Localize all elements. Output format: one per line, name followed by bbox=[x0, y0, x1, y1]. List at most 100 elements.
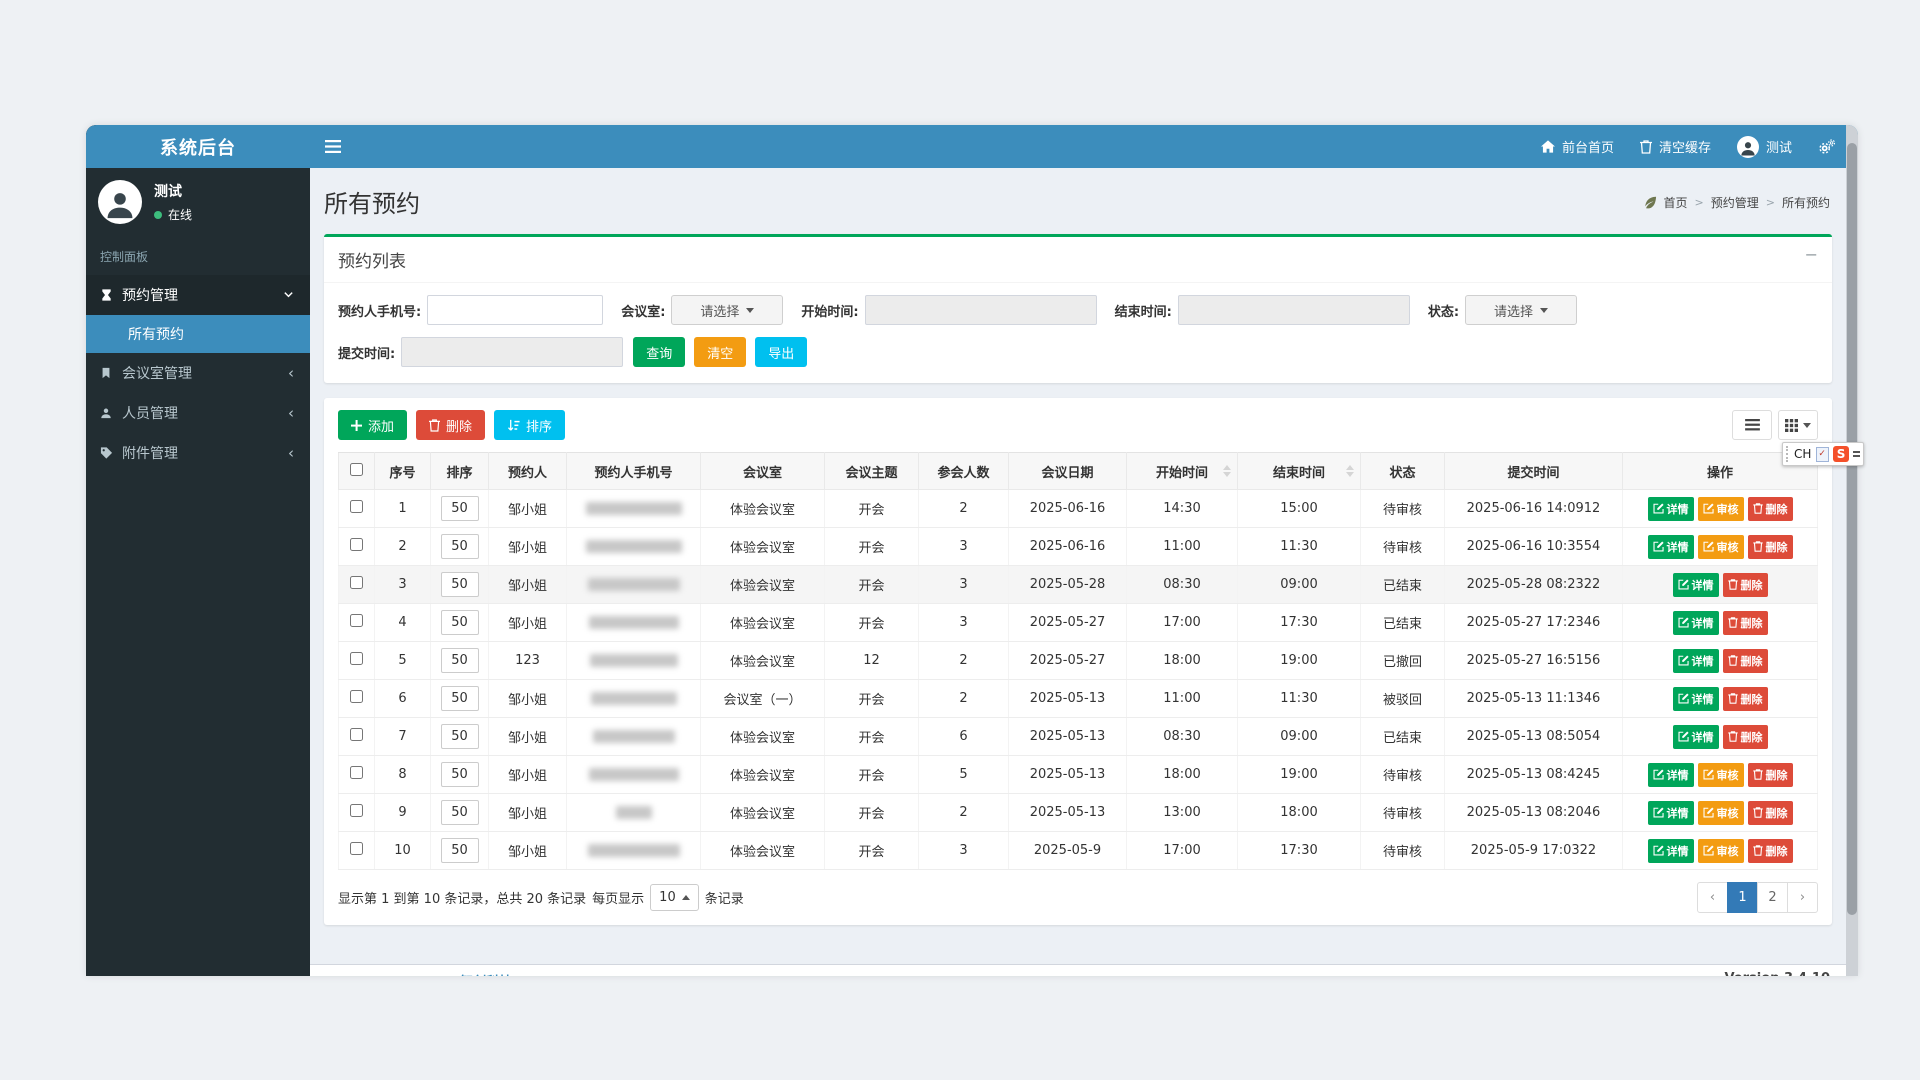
remove-action-button[interactable]: 删除 bbox=[1722, 572, 1768, 597]
sidebar-item-staff-mgmt[interactable]: 人员管理 ‹ bbox=[86, 393, 310, 433]
sidebar-item-room-mgmt[interactable]: 会议室管理 ‹ bbox=[86, 353, 310, 393]
sort-value-input[interactable]: 50 bbox=[440, 762, 479, 787]
scrollbar-thumb[interactable] bbox=[1847, 143, 1857, 915]
remove-action-button[interactable]: 删除 bbox=[1722, 610, 1768, 635]
sort-value-input[interactable]: 50 bbox=[440, 572, 479, 597]
nav-clear-cache[interactable]: 清空缓存 bbox=[1639, 137, 1711, 156]
sort-value-input[interactable]: 50 bbox=[440, 838, 479, 863]
select-all-checkbox[interactable] bbox=[350, 462, 363, 476]
ime-grip-handle[interactable] bbox=[1786, 446, 1790, 462]
status-filter-select[interactable]: 请选择 bbox=[1465, 295, 1578, 325]
row-select-cell[interactable] bbox=[338, 565, 375, 604]
list-view-button[interactable] bbox=[1732, 410, 1772, 440]
row-checkbox[interactable] bbox=[350, 766, 363, 779]
page-button[interactable]: 1 bbox=[1727, 882, 1758, 913]
row-checkbox[interactable] bbox=[350, 576, 363, 589]
sort-value-input[interactable]: 50 bbox=[440, 724, 479, 749]
sidebar-item-reservation-mgmt[interactable]: 预约管理 bbox=[86, 275, 310, 315]
audit-action-button[interactable]: 审核 bbox=[1697, 838, 1744, 863]
remove-action-button[interactable]: 删除 bbox=[1747, 800, 1793, 825]
sort-value-input[interactable]: 50 bbox=[440, 496, 479, 521]
delete-button[interactable]: 删除 bbox=[416, 410, 486, 440]
row-checkbox[interactable] bbox=[350, 804, 363, 817]
breadcrumb-parent[interactable]: 预约管理 bbox=[1710, 196, 1759, 210]
sort-value-input[interactable]: 50 bbox=[440, 610, 479, 635]
detail-action-button[interactable]: 详情 bbox=[1672, 610, 1719, 635]
next-page-button[interactable]: › bbox=[1787, 882, 1818, 913]
end-time-filter-input[interactable] bbox=[1177, 295, 1410, 325]
detail-action-button[interactable]: 详情 bbox=[1647, 534, 1694, 559]
nav-front-home[interactable]: 前台首页 bbox=[1540, 137, 1614, 156]
column-header[interactable]: 开始时间 bbox=[1126, 452, 1238, 490]
phone-filter-input[interactable] bbox=[427, 295, 604, 325]
remove-action-button[interactable]: 删除 bbox=[1747, 534, 1793, 559]
query-button[interactable]: 查询 bbox=[633, 337, 686, 367]
sort-value-input[interactable]: 50 bbox=[440, 648, 479, 673]
audit-action-button[interactable]: 审核 bbox=[1697, 762, 1744, 787]
sort-button[interactable]: 排序 bbox=[494, 410, 566, 440]
sort-value-input[interactable]: 50 bbox=[440, 686, 479, 711]
header-select-all-cell[interactable] bbox=[338, 452, 375, 490]
sort-carets-icon[interactable] bbox=[1223, 465, 1231, 477]
room-filter-select[interactable]: 请选择 bbox=[671, 295, 784, 325]
columns-view-button[interactable] bbox=[1778, 410, 1818, 440]
sidebar-item-attachment-mgmt[interactable]: 附件管理 ‹ bbox=[86, 433, 310, 473]
collapse-minus-icon[interactable]: − bbox=[1804, 245, 1818, 264]
row-checkbox[interactable] bbox=[350, 728, 363, 741]
sidebar-toggle-button[interactable] bbox=[310, 125, 356, 168]
row-checkbox[interactable] bbox=[350, 652, 363, 665]
remove-action-button[interactable]: 删除 bbox=[1722, 686, 1768, 711]
ime-document-icon[interactable] bbox=[1816, 446, 1830, 462]
column-header[interactable]: 结束时间 bbox=[1237, 452, 1361, 490]
row-select-cell[interactable] bbox=[338, 793, 375, 832]
start-time-filter-input[interactable] bbox=[864, 295, 1097, 325]
audit-action-button[interactable]: 审核 bbox=[1697, 534, 1744, 559]
row-select-cell[interactable] bbox=[338, 489, 375, 528]
audit-action-button[interactable]: 审核 bbox=[1697, 800, 1744, 825]
footer-company-link[interactable]: 智创科技 bbox=[460, 975, 512, 976]
nav-settings[interactable] bbox=[1818, 138, 1836, 155]
ime-menu-icon[interactable] bbox=[1853, 451, 1860, 457]
detail-action-button[interactable]: 详情 bbox=[1647, 762, 1694, 787]
row-select-cell[interactable] bbox=[338, 527, 375, 566]
remove-action-button[interactable]: 删除 bbox=[1747, 838, 1793, 863]
clear-button[interactable]: 清空 bbox=[694, 337, 747, 367]
detail-action-button[interactable]: 详情 bbox=[1672, 572, 1719, 597]
row-checkbox[interactable] bbox=[350, 538, 363, 551]
prev-page-button[interactable]: ‹ bbox=[1697, 882, 1728, 913]
detail-action-button[interactable]: 详情 bbox=[1647, 800, 1694, 825]
sort-value-input[interactable]: 50 bbox=[440, 534, 479, 559]
ime-language-indicator[interactable]: CH bbox=[1793, 447, 1812, 461]
remove-action-button[interactable]: 删除 bbox=[1722, 724, 1768, 749]
window-scrollbar[interactable] bbox=[1846, 125, 1858, 976]
row-select-cell[interactable] bbox=[338, 603, 375, 642]
detail-action-button[interactable]: 详情 bbox=[1672, 724, 1719, 749]
detail-action-button[interactable]: 详情 bbox=[1672, 686, 1719, 711]
row-checkbox[interactable] bbox=[350, 500, 363, 513]
nav-user-menu[interactable]: 测试 bbox=[1736, 135, 1792, 158]
remove-action-button[interactable]: 删除 bbox=[1722, 648, 1768, 673]
sort-carets-icon[interactable] bbox=[1346, 465, 1354, 477]
add-button[interactable]: 添加 bbox=[338, 410, 408, 440]
submit-time-filter-input[interactable] bbox=[401, 337, 624, 367]
breadcrumb-home[interactable]: 首页 bbox=[1663, 196, 1688, 210]
row-select-cell[interactable] bbox=[338, 831, 375, 870]
audit-action-button[interactable]: 审核 bbox=[1697, 496, 1744, 521]
row-checkbox[interactable] bbox=[350, 614, 363, 627]
remove-action-button[interactable]: 删除 bbox=[1747, 496, 1793, 521]
detail-action-button[interactable]: 详情 bbox=[1647, 496, 1694, 521]
row-select-cell[interactable] bbox=[338, 717, 375, 756]
row-checkbox[interactable] bbox=[350, 842, 363, 855]
export-button[interactable]: 导出 bbox=[755, 337, 808, 367]
row-select-cell[interactable] bbox=[338, 641, 375, 680]
remove-action-button[interactable]: 删除 bbox=[1747, 762, 1793, 787]
sort-value-input[interactable]: 50 bbox=[440, 800, 479, 825]
page-button[interactable]: 2 bbox=[1757, 882, 1788, 913]
detail-action-button[interactable]: 详情 bbox=[1647, 838, 1694, 863]
row-select-cell[interactable] bbox=[338, 755, 375, 794]
row-select-cell[interactable] bbox=[338, 679, 375, 718]
row-checkbox[interactable] bbox=[350, 690, 363, 703]
sidebar-item-all-reservations[interactable]: 所有预约 bbox=[86, 315, 310, 353]
sogou-input-icon[interactable]: S bbox=[1833, 446, 1849, 462]
detail-action-button[interactable]: 详情 bbox=[1672, 648, 1719, 673]
